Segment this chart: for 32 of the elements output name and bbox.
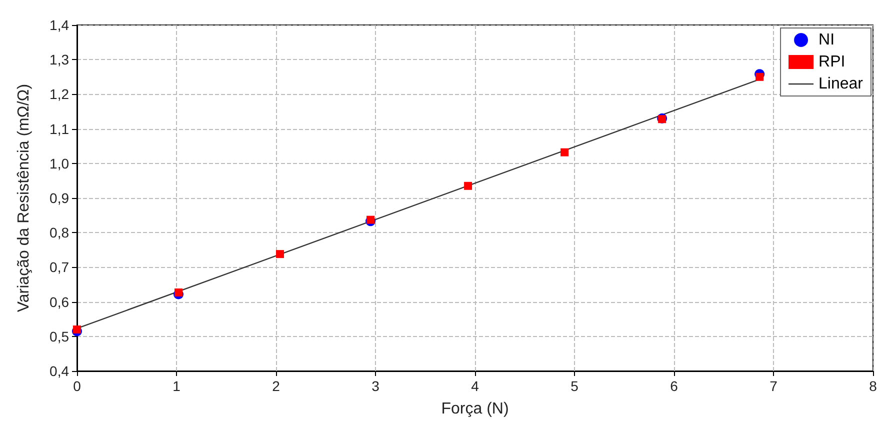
- y-tick-label: 0,4: [50, 363, 70, 379]
- legend-label: Linear: [818, 76, 864, 92]
- x-tick-label: 2: [272, 378, 280, 394]
- point: [174, 288, 182, 296]
- x-tick-label: 6: [670, 378, 678, 394]
- y-tick-label: 0,6: [50, 294, 70, 310]
- x-tick-label: 5: [570, 378, 579, 394]
- y-tick-label: 1,1: [50, 120, 70, 137]
- x-axis-title: Força (N): [441, 400, 509, 418]
- point: [73, 325, 81, 334]
- y-tick-label: 1,0: [50, 155, 70, 172]
- y-tick-label: 1,3: [50, 52, 70, 68]
- y-tick-label: 1,2: [50, 86, 70, 102]
- y-axis-title: Variação da Resistência (mΩ/Ω): [16, 84, 32, 312]
- point: [756, 72, 764, 81]
- x-tick-label: 1: [172, 378, 181, 394]
- point: [464, 182, 472, 190]
- point: [560, 148, 569, 156]
- y-tick-label: 0,9: [50, 190, 70, 206]
- point: [276, 250, 284, 258]
- point: [366, 216, 375, 224]
- y-tick-label: 1,4: [50, 17, 70, 33]
- y-tick-label: 0,8: [50, 224, 70, 241]
- x-tick-label: 0: [73, 378, 82, 394]
- x-tick-label: 8: [869, 378, 878, 394]
- legend-label: RPI: [818, 54, 846, 70]
- y-tick-label: 0,7: [50, 259, 70, 276]
- x-tick-label: 3: [372, 378, 380, 394]
- x-tick-label: 7: [770, 378, 778, 394]
- legend-label: NI: [818, 32, 835, 48]
- x-tick-label: 4: [471, 378, 480, 394]
- y-tick-label: 0,5: [50, 328, 70, 344]
